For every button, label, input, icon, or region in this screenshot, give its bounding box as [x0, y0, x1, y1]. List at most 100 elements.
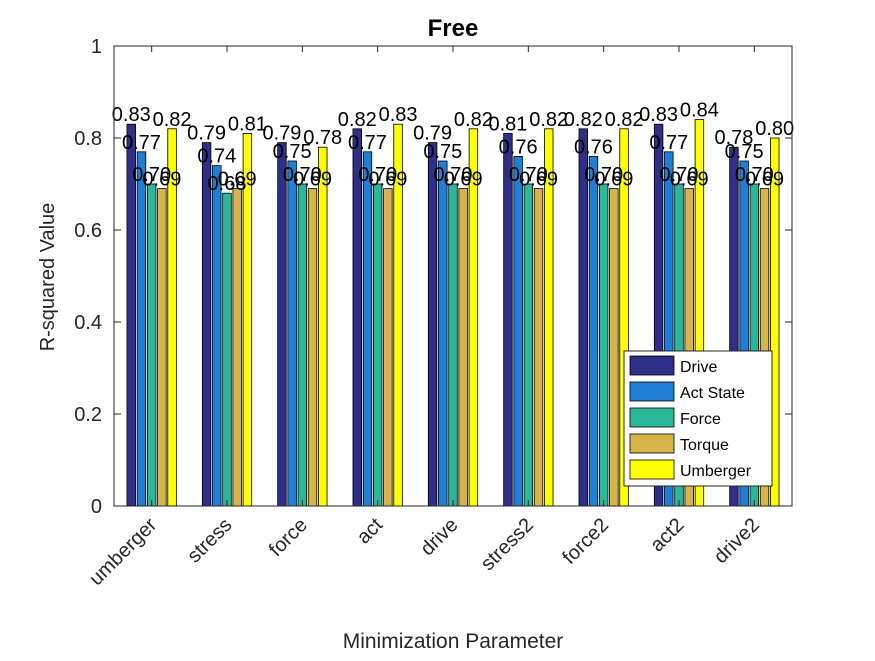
data-label: 0.70 [584, 164, 623, 186]
data-label: 0.69 [368, 169, 407, 191]
x-tick-label: drive2 [710, 514, 764, 568]
y-tick-label: 0 [91, 496, 102, 518]
data-label: 0.69 [745, 169, 784, 191]
data-label: 0.75 [273, 141, 312, 163]
y-tick-label: 0.2 [74, 404, 102, 426]
data-labels-layer: 0.830.770.700.690.820.790.740.680.690.81… [112, 100, 794, 196]
bar [222, 192, 232, 507]
x-tick-label: stress [183, 514, 236, 567]
y-tick-label: 0.4 [74, 312, 102, 334]
data-label: 0.79 [262, 123, 301, 145]
legend-label: Drive [680, 359, 717, 376]
bar [307, 188, 318, 507]
data-label: 0.78 [303, 127, 342, 149]
x-tick-label: act2 [646, 514, 688, 556]
bar [588, 155, 599, 507]
data-label: 0.79 [413, 123, 452, 145]
x-axis-label: Minimization Parameter [343, 630, 564, 653]
data-label: 0.78 [714, 127, 753, 149]
bar [533, 188, 544, 507]
data-label: 0.82 [153, 109, 192, 131]
data-label: 0.69 [519, 169, 558, 191]
data-label: 0.77 [348, 132, 387, 154]
x-tick-label: act [353, 514, 388, 549]
x-tick-label: force [265, 514, 312, 561]
bar [318, 146, 328, 507]
data-label: 0.68 [208, 173, 247, 195]
x-tick-label: drive [416, 514, 462, 560]
data-label: 0.76 [574, 136, 613, 158]
bar [503, 132, 513, 507]
bar [157, 188, 167, 507]
data-label: 0.77 [649, 132, 688, 154]
bar [438, 160, 448, 507]
data-label: 0.77 [122, 132, 161, 154]
bar [362, 151, 373, 507]
legend-swatch [629, 459, 675, 480]
bar [609, 188, 619, 507]
bar [598, 183, 609, 507]
y-tick-label: 0.8 [74, 128, 102, 150]
bar [448, 183, 458, 507]
data-label: 0.69 [444, 169, 483, 191]
y-tick-label: 0.6 [74, 220, 102, 242]
y-axis-label: R-squared Value [37, 203, 59, 352]
x-tick-label: stress2 [477, 514, 538, 575]
x-tick-label: force2 [558, 514, 613, 569]
y-tick-label: 1 [91, 36, 102, 58]
data-label: 0.82 [454, 109, 493, 131]
data-label: 0.70 [358, 164, 397, 186]
bar [136, 151, 147, 507]
data-label: 0.84 [680, 100, 719, 122]
data-label: 0.70 [509, 164, 548, 186]
data-label: 0.70 [132, 164, 171, 186]
data-label: 0.70 [660, 164, 699, 186]
bar [277, 142, 287, 507]
axes-box [113, 45, 793, 507]
data-label: 0.70 [735, 164, 774, 186]
data-label: 0.76 [499, 136, 538, 158]
data-label: 0.69 [218, 169, 257, 191]
x-tick-label: umberger [85, 514, 161, 590]
bar [201, 142, 212, 507]
data-label: 0.70 [434, 164, 473, 186]
legend-label: Act State [680, 385, 745, 402]
bar [372, 183, 383, 507]
data-label: 0.82 [338, 109, 377, 131]
bar [513, 155, 523, 507]
legend-label: Umberger [680, 463, 752, 480]
bar [146, 183, 157, 507]
data-label: 0.80 [755, 118, 794, 140]
bar [458, 188, 468, 507]
bar [212, 165, 222, 507]
data-label: 0.75 [423, 141, 462, 163]
legend-swatch [629, 407, 675, 428]
bar [287, 160, 297, 507]
data-label: 0.83 [379, 104, 418, 126]
data-label: 0.69 [594, 169, 633, 191]
data-label: 0.82 [605, 109, 644, 131]
bar [523, 183, 534, 507]
legend-label: Force [680, 411, 721, 428]
bar [383, 188, 393, 507]
data-label: 0.81 [488, 113, 527, 135]
legend-label: Torque [680, 437, 729, 454]
data-label: 0.82 [564, 109, 603, 131]
data-label: 0.75 [725, 141, 764, 163]
data-label: 0.82 [529, 109, 568, 131]
legend-swatch [629, 433, 675, 454]
data-label: 0.81 [228, 113, 267, 135]
data-label: 0.69 [293, 169, 332, 191]
bar [232, 188, 242, 507]
data-label: 0.74 [197, 146, 236, 168]
bar [297, 183, 308, 507]
bar [427, 142, 438, 507]
legend: Drive Act State Force Torque Umberger [623, 350, 773, 487]
chart-title: Free [428, 15, 479, 42]
data-label: 0.83 [112, 104, 151, 126]
legend-swatch [629, 355, 675, 376]
data-label: 0.69 [670, 169, 709, 191]
data-label: 0.79 [187, 123, 226, 145]
